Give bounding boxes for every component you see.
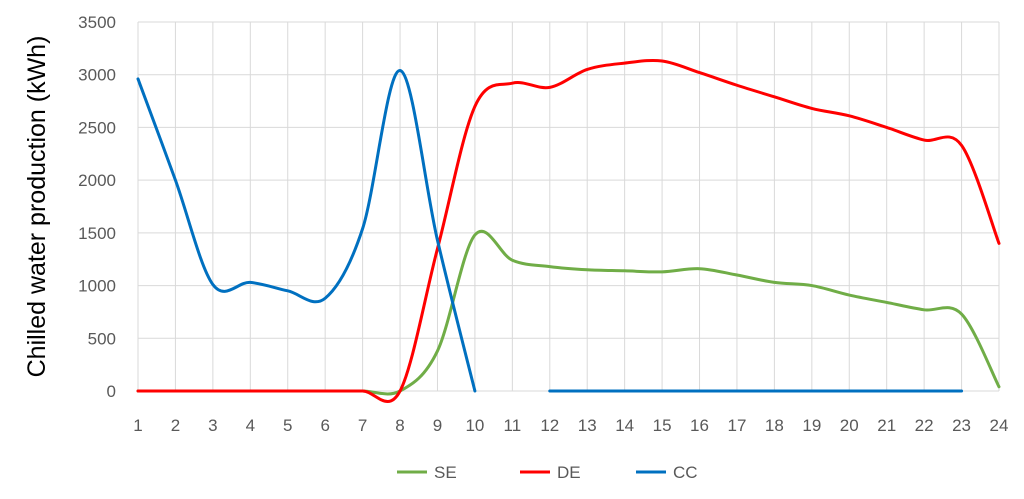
legend-label-se: SE: [434, 463, 457, 482]
series-line-de: [136, 58, 1001, 404]
x-tick-label: 3: [208, 416, 217, 435]
x-tick-label: 13: [578, 416, 597, 435]
x-tick-label: 1: [133, 416, 142, 435]
legend-label-cc: CC: [673, 463, 698, 482]
x-tick-label: 15: [653, 416, 672, 435]
y-tick-label: 500: [88, 329, 116, 348]
x-tick-label: 9: [433, 416, 442, 435]
y-tick-label: 2000: [78, 171, 116, 190]
y-tick-label: 2500: [78, 118, 116, 137]
y-tick-label: 3500: [78, 13, 116, 32]
series-cc: [136, 69, 964, 393]
series-de: [136, 58, 1001, 404]
x-tick-label: 22: [915, 416, 934, 435]
y-tick-label: 1500: [78, 224, 116, 243]
legend-label-de: DE: [557, 463, 581, 482]
series-line-se: [136, 229, 1001, 396]
x-tick-label: 20: [840, 416, 859, 435]
x-tick-label: 21: [877, 416, 896, 435]
x-tick-label: 7: [358, 416, 367, 435]
series-lines: [136, 58, 1001, 404]
x-tick-label: 4: [246, 416, 255, 435]
series-se: [136, 229, 1001, 396]
x-tick-label: 2: [171, 416, 180, 435]
y-tick-label: 1000: [78, 277, 116, 296]
x-tick-label: 6: [320, 416, 329, 435]
x-tick-label: 11: [504, 416, 522, 435]
y-axis-label: Chilled water production (kWh): [23, 36, 51, 378]
x-tick-label: 10: [465, 416, 484, 435]
x-tick-label: 16: [690, 416, 709, 435]
x-tick-label: 12: [540, 416, 559, 435]
x-tick-label: 24: [990, 416, 1009, 435]
series-line-cc: [136, 69, 477, 393]
x-tick-label: 18: [765, 416, 784, 435]
x-tick-label: 17: [727, 416, 746, 435]
legend: SE DE CC: [397, 463, 698, 482]
y-tick-label: 0: [107, 382, 116, 401]
x-tick-label: 19: [802, 416, 821, 435]
grid: [137, 21, 1000, 392]
x-tick-label: 8: [395, 416, 404, 435]
x-tick-label: 23: [952, 416, 971, 435]
x-tick-label: 14: [615, 416, 634, 435]
y-tick-label: 3000: [78, 66, 116, 85]
x-tick-label: 5: [283, 416, 292, 435]
